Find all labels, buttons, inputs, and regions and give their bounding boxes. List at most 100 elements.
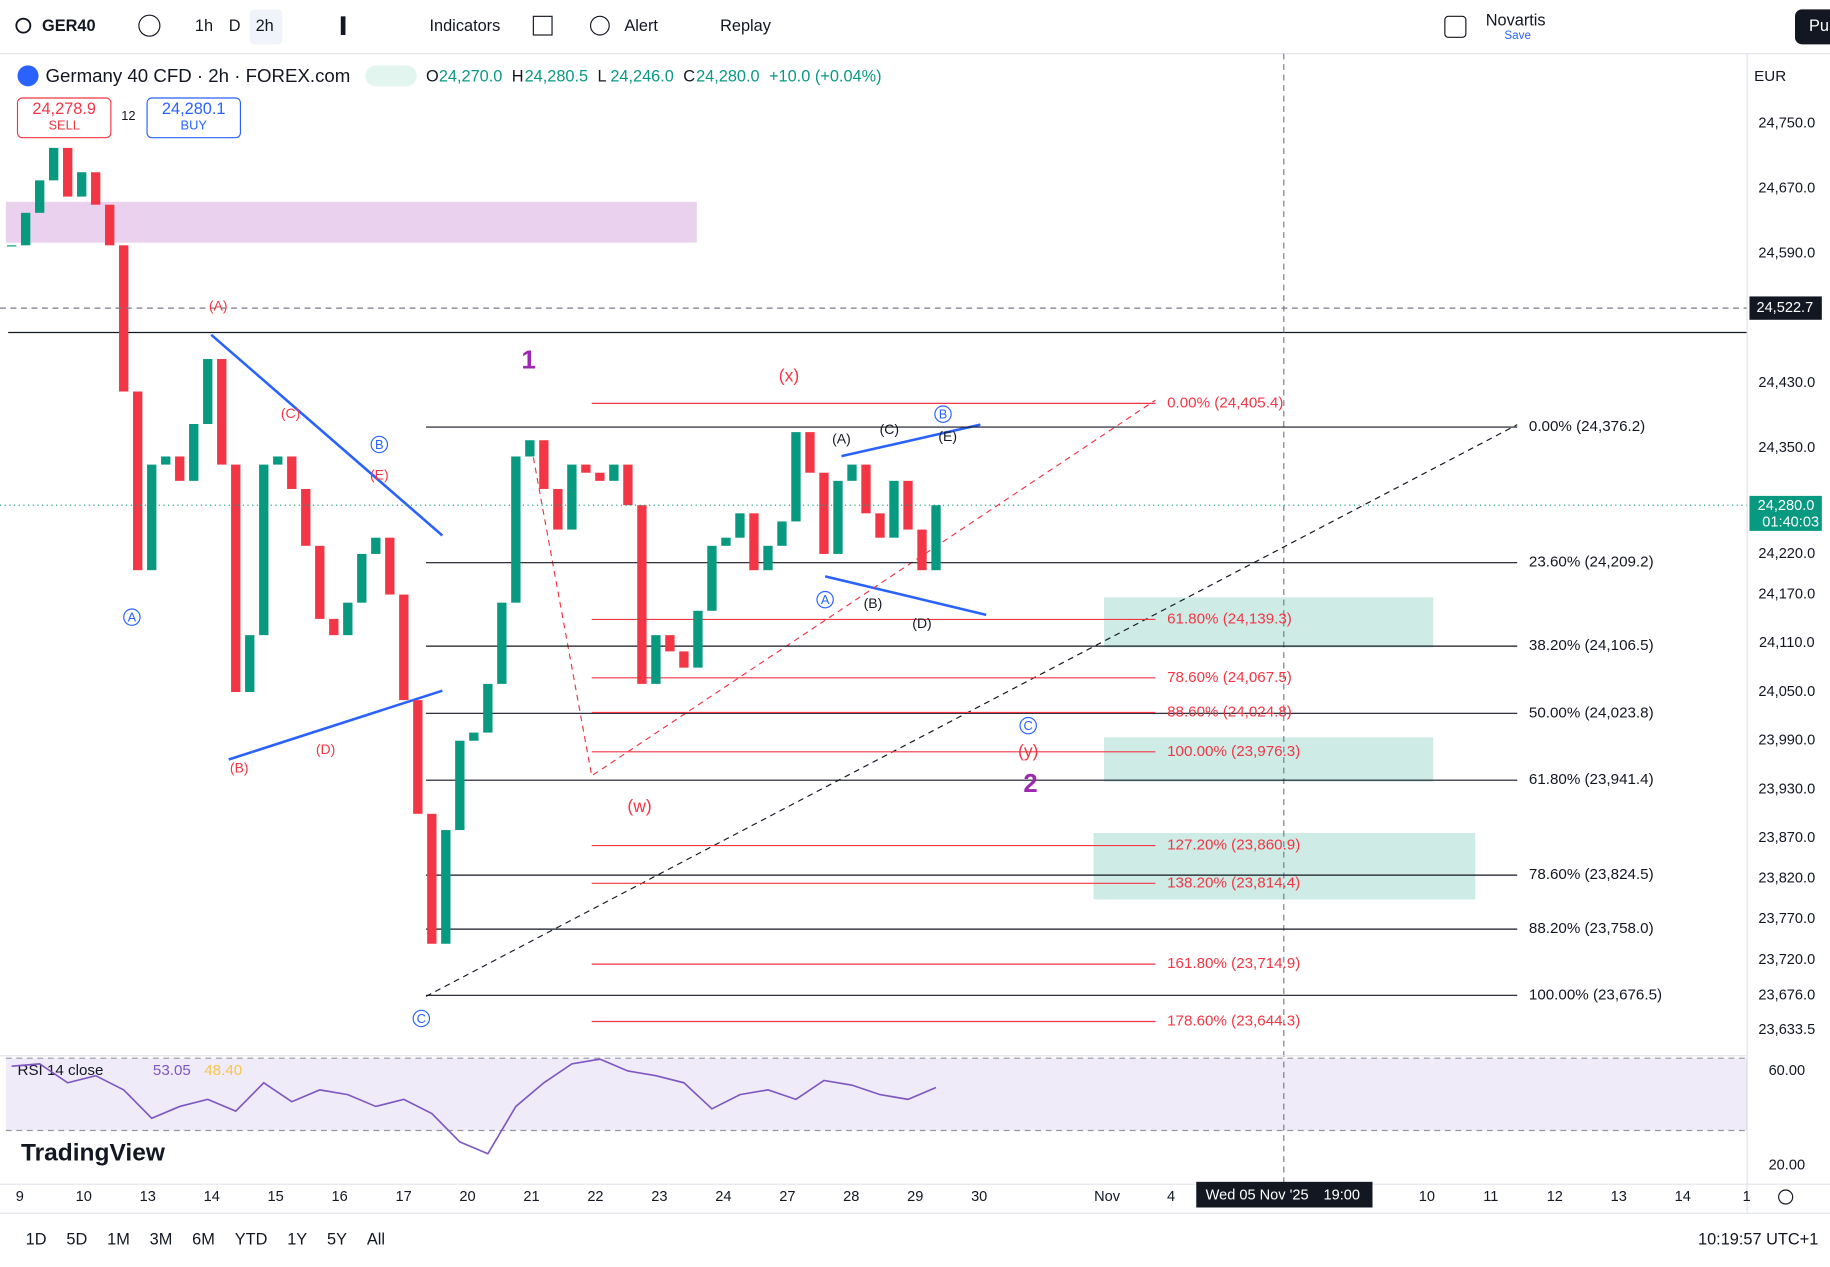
- publish-button[interactable]: [1794, 9, 1830, 45]
- candle-body: [161, 456, 171, 465]
- candle-body: [217, 359, 227, 465]
- wave-label: (A): [832, 431, 851, 447]
- y-tick-label: 23,633.5: [1758, 1022, 1815, 1038]
- ohlc-value: 24,280.5: [525, 67, 589, 85]
- range-button[interactable]: 1Y: [287, 1230, 307, 1248]
- target-zone: [1104, 737, 1434, 782]
- range-button[interactable]: 3M: [150, 1230, 173, 1248]
- range-button[interactable]: 5Y: [327, 1230, 347, 1248]
- templates-icon[interactable]: [532, 15, 553, 36]
- currency[interactable]: EUR: [1754, 68, 1786, 85]
- chart-type-icon[interactable]: [340, 16, 346, 35]
- fib-label: 100.00% (23,676.5): [1529, 986, 1662, 1003]
- rsi-label[interactable]: RSI 14 close: [18, 1062, 104, 1079]
- layout-save[interactable]: Save: [1504, 29, 1531, 42]
- sell-price[interactable]: 24,278.9: [32, 100, 96, 118]
- candle-body: [721, 537, 731, 546]
- candle-body: [749, 513, 759, 571]
- alert-button[interactable]: Alert: [624, 17, 658, 35]
- candle-body: [875, 513, 885, 538]
- candle-body: [315, 545, 325, 619]
- y-tick-label: 23,990.0: [1758, 733, 1815, 749]
- range-button[interactable]: 1D: [26, 1230, 47, 1248]
- settings-icon[interactable]: [1778, 1189, 1794, 1205]
- wave-label: 2: [1023, 770, 1037, 798]
- ohlc-key: L: [597, 67, 606, 85]
- x-tick-label: 24: [715, 1189, 731, 1205]
- fib-label: 100.00% (23,976.3): [1167, 743, 1300, 760]
- candle-body: [833, 480, 843, 554]
- buy-button[interactable]: [146, 97, 242, 139]
- y-tick-label: 24,170.0: [1758, 586, 1815, 602]
- candle-body: [889, 480, 899, 538]
- sell-button[interactable]: [16, 97, 112, 139]
- rsi-signal: 48.40: [204, 1062, 242, 1079]
- candle-body: [917, 529, 927, 571]
- wave-label: B: [375, 437, 384, 452]
- buy-price[interactable]: 24,280.1: [162, 100, 226, 118]
- legend-title[interactable]: Germany 40 CFD · 2h · FOREX.com: [46, 65, 351, 86]
- fib-trend-red: [532, 399, 1156, 777]
- fib-trend-black: [425, 424, 1518, 997]
- x-tick-label: 13: [140, 1189, 156, 1205]
- candle-body: [357, 553, 367, 603]
- fib-label: 178.60% (23,644.3): [1167, 1012, 1300, 1029]
- rsi-band: [5, 1058, 1748, 1131]
- alert-icon[interactable]: [589, 15, 610, 36]
- range-button[interactable]: YTD: [235, 1230, 268, 1248]
- y-tick-label: 24,110.0: [1759, 635, 1815, 651]
- wave-label: (C): [281, 405, 300, 421]
- x-tick-label: 30: [971, 1189, 987, 1205]
- interval[interactable]: 2h: [256, 17, 274, 35]
- symbol[interactable]: GER40: [42, 17, 96, 35]
- publish-label[interactable]: Pu: [1809, 17, 1829, 35]
- fib-label: 88.20% (23,758.0): [1529, 920, 1654, 937]
- candle-body: [427, 813, 437, 944]
- candle-body: [679, 651, 689, 668]
- wave-label: (E): [938, 428, 957, 444]
- candle-body: [119, 245, 129, 392]
- fib-label: 61.80% (23,941.4): [1529, 771, 1654, 788]
- y-tick-label: 23,820.0: [1758, 871, 1815, 887]
- interval[interactable]: D: [229, 17, 241, 35]
- buy-label[interactable]: BUY: [181, 117, 208, 132]
- range-button[interactable]: 1M: [107, 1230, 130, 1248]
- interval[interactable]: 1h: [195, 17, 213, 35]
- x-tick-label: 22: [587, 1189, 603, 1205]
- x-tick-label: 15: [268, 1189, 284, 1205]
- candle-body: [791, 432, 801, 522]
- sell-label[interactable]: SELL: [48, 117, 79, 132]
- plot: [0, 147, 1748, 1023]
- wave-label: A: [821, 592, 830, 607]
- wave-label: (A): [209, 298, 228, 314]
- ohlc-value: 24,280.0: [696, 67, 760, 85]
- layout-icon[interactable]: [1444, 15, 1467, 38]
- range-button[interactable]: 6M: [192, 1230, 215, 1248]
- wave-circles: [123, 405, 1037, 1028]
- x-tick-label: 14: [204, 1189, 220, 1205]
- y-tick-label: 24,670.0: [1758, 180, 1815, 196]
- candle-body: [399, 594, 409, 701]
- wave-label: C: [417, 1011, 426, 1026]
- search-icon[interactable]: [15, 17, 32, 34]
- candle-body: [763, 545, 773, 571]
- wave-label: (y): [1018, 741, 1038, 761]
- x-tick-label: 28: [843, 1189, 859, 1205]
- wave-label: C: [1024, 718, 1033, 733]
- interval-active-bg: [249, 9, 283, 45]
- layout-name[interactable]: Novartis: [1486, 11, 1546, 29]
- candle-body: [511, 456, 521, 603]
- wave-label: (x): [779, 365, 799, 385]
- fib-label: 50.00% (24,023.8): [1529, 704, 1654, 721]
- replay-button[interactable]: Replay: [720, 17, 772, 35]
- fib-label: 78.60% (24,067.5): [1167, 669, 1292, 686]
- wave-label: B: [939, 407, 948, 422]
- range-button[interactable]: All: [367, 1230, 385, 1248]
- zone: [5, 201, 697, 243]
- add-symbol[interactable]: [138, 14, 161, 37]
- ohlc-key: C: [683, 67, 695, 85]
- candle-body: [819, 472, 829, 554]
- range-button[interactable]: 5D: [66, 1230, 87, 1248]
- candle-body: [329, 618, 339, 636]
- indicators-button[interactable]: Indicators: [429, 17, 500, 35]
